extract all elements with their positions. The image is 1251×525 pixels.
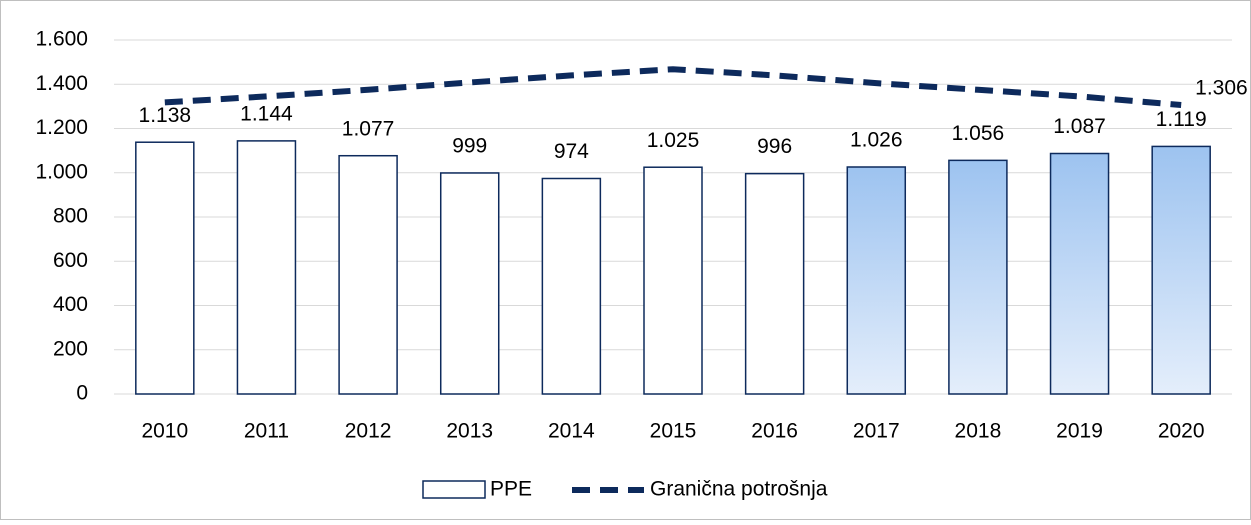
x-tick-label: 2018 (955, 420, 1002, 443)
bar (744, 172, 805, 395)
y-tick-label: 600 (53, 249, 88, 272)
x-tick-label: 2011 (244, 420, 289, 443)
bar (846, 166, 907, 395)
line (164, 66, 1182, 109)
x-tick-label: 2013 (446, 420, 493, 443)
data-label: 1.056 (952, 122, 1005, 145)
bar (948, 159, 1008, 395)
y-tick-label: 200 (53, 337, 88, 360)
data-label: 996 (757, 135, 792, 158)
x-tick-label: 2012 (345, 420, 392, 443)
x-tick-label: 2016 (751, 420, 798, 443)
bar (1151, 145, 1211, 395)
x-tick-label: 2017 (853, 420, 900, 443)
data-label: 1.119 (1156, 108, 1207, 131)
y-tick-label: 800 (53, 205, 88, 228)
data-label: 1.077 (342, 117, 395, 140)
x-tick-label: 2010 (141, 420, 188, 443)
y-tick-label: 400 (53, 293, 88, 316)
data-label: 1.025 (647, 129, 700, 152)
x-tick-label: 2019 (1056, 420, 1103, 443)
data-label: 1.138 (139, 104, 192, 127)
y-tick-label: 1.000 (35, 160, 88, 183)
bar (338, 154, 398, 395)
bar (541, 177, 602, 395)
data-label: 1.306 (1195, 77, 1248, 100)
y-tick-label: 1.200 (35, 116, 88, 139)
bar (236, 140, 297, 395)
bar (135, 141, 195, 395)
data-label: 974 (554, 140, 589, 163)
data-label: 1.144 (240, 102, 293, 125)
bar (439, 172, 500, 395)
data-label: 1.087 (1053, 115, 1106, 138)
x-tick-label: 2015 (650, 420, 697, 443)
legend-label: Granična potrošnja (650, 478, 828, 501)
bar (1049, 152, 1110, 395)
data-label: 1.026 (850, 129, 903, 152)
x-tick-label: 2014 (548, 420, 595, 443)
y-tick-label: 1.400 (35, 72, 88, 95)
bar (643, 166, 703, 395)
data-label: 999 (452, 135, 487, 158)
x-tick-label: 2020 (1158, 420, 1205, 443)
y-tick-label: 0 (76, 382, 88, 405)
legend-label: PPE (490, 478, 532, 501)
legend-swatch (422, 480, 486, 499)
y-tick-label: 1.600 (35, 28, 88, 51)
